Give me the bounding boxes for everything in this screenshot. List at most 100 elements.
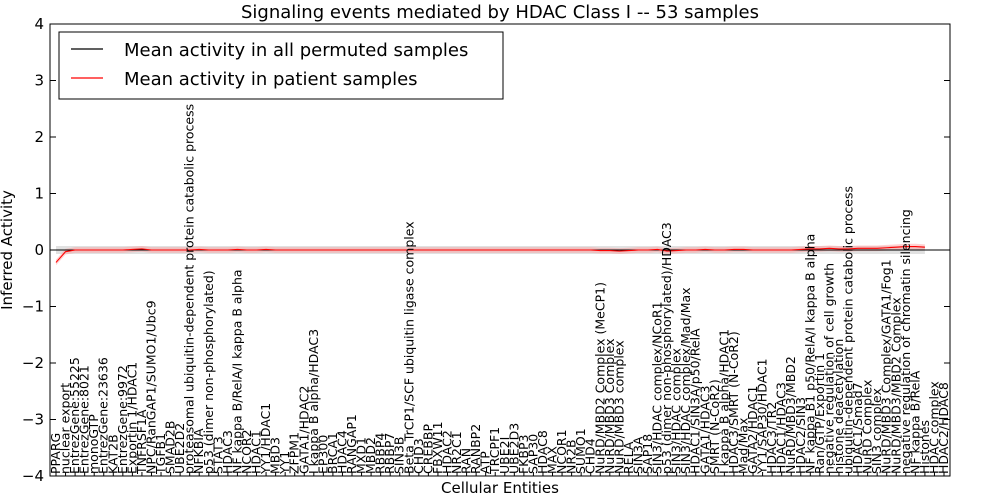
x-tick-label: KAT2B [105, 434, 120, 474]
y-tick-label: −1 [22, 298, 44, 316]
x-tick-label: SIN3/HDAC complex [669, 348, 684, 474]
y-tick-label: 1 [34, 185, 44, 203]
x-tick-label: NCOR1 [554, 429, 569, 474]
x-tick-label: p53 (dimer non-phosphorylated) [201, 270, 216, 474]
x-tick-label: Ran/GTP/Exportin 1 [812, 353, 827, 474]
plot-frame [49, 23, 951, 477]
x-tick-label: NF kappa B/RelA/I kappa B alpha [229, 269, 244, 474]
x-tick-label: EP300 [315, 435, 330, 474]
x-tick-label: HDAC3/TR2 [764, 402, 779, 474]
x-tick-label: HDAC3 [220, 430, 235, 474]
x-tick-label: NuRD/MBD2 Complex (MeCP1) [592, 282, 607, 474]
y-tick-label: −3 [22, 411, 44, 429]
x-tick-label: BRCA1 [325, 432, 340, 474]
legend-box [58, 31, 504, 100]
x-tick-label: SIN3B [392, 437, 407, 475]
x-tick-label: GATA2/HDAC1 [745, 386, 760, 474]
x-tick-label: EntrezGene:8021 [77, 365, 92, 474]
x-tick-label: UBE2D3 [506, 423, 521, 474]
legend: Mean activity in all permuted samples Me… [58, 31, 504, 100]
x-tick-label: p53 (dimer non-phosphorylated)/HDAC3 [659, 222, 674, 474]
legend-label-permuted: Mean activity in all permuted samples [124, 40, 468, 61]
x-tick-label: YY1/SAP30/HDAC1 [755, 358, 770, 475]
x-tick-label: RELA [621, 441, 636, 474]
x-tick-label: PPARG [48, 433, 63, 474]
x-tick-label: HDAC3/SMRT (N-CoR2) [726, 331, 741, 474]
x-tick-label: proteasomal ubiquitin-dependent protein … [182, 104, 197, 474]
x-tick-label: YY1/HDAC1 [258, 403, 273, 475]
y-tick-label: 2 [34, 128, 44, 146]
x-tick-label: HDAC1 [249, 430, 264, 474]
x-tick-label: UBE2I [497, 437, 512, 474]
x-tick-label: RBBP7 [382, 433, 397, 474]
x-tick-label: negative regulation of chromatin silenci… [898, 209, 913, 474]
x-tick-label: TGFB1 [153, 433, 168, 475]
x-tick-label: YY1 [277, 451, 292, 475]
x-tick-label: NuRD/MBD3 Complex [602, 338, 617, 474]
y-tick-label: −2 [22, 354, 44, 372]
x-tick-label: HDAC4 [334, 430, 349, 474]
x-tick-label: NR2C1 [449, 431, 464, 474]
y-tick-label: 4 [34, 15, 44, 33]
x-tick-label: GATA1/HDAC3 [697, 386, 712, 474]
x-tick-label: monoGTP [86, 414, 101, 474]
x-tick-label: nuclear export [58, 383, 73, 474]
y-tick-label: 3 [34, 72, 44, 90]
x-tick-label: SAP18 [640, 434, 655, 474]
x-tick-label: STAT3 [210, 436, 225, 474]
x-tick-label: SIN3/HDAC complex/NCoR1 [650, 301, 665, 474]
x-tick-label: ZFPM1 [287, 432, 302, 474]
x-tick-label: SMRT (N-CoR2) [707, 379, 722, 474]
x-tick-label: SIN3A [630, 436, 645, 474]
x-tick-label: HDAC complex [926, 381, 941, 474]
x-tick-label: TNFRSF1A [134, 409, 149, 475]
x-tick-label: NF kappa B/RelA [907, 370, 922, 474]
x-tick-label: Mad/Max [735, 418, 750, 474]
x-tick-label: ubiquitin-dependent protein catabolic pr… [841, 186, 856, 474]
x-tick-label: TRCPF1 [487, 427, 502, 475]
x-tick-label: EntrezGene:55225 [67, 357, 82, 474]
x-tick-label: SIN3 complex [869, 388, 884, 474]
x-tick-label: NPC/RanGAP1/SUMO1/Ubc9 [143, 300, 158, 474]
x-tick-label: UBE2D2 [172, 423, 187, 474]
x-tick-label: Beta TrCP1/SCF ubiquitin ligase complex [401, 221, 416, 474]
x-tick-label: NFKBIA [191, 428, 206, 474]
x-tick-label: RANGAP1 [344, 414, 359, 474]
x-tick-label: SMAD2B [163, 421, 178, 474]
y-axis-label: Inferred Activity [0, 190, 16, 310]
x-tick-label: HDAC1/SIN3A/p50/RelA [688, 328, 703, 474]
x-tick-label: Exportin 1/HDAC1 [124, 362, 139, 474]
x-tick-label: negative regulation of cell growth [821, 263, 836, 474]
x-tick-label: MBD2 [363, 437, 378, 474]
x-tick-label: FKBP3 [516, 435, 531, 474]
x-tick-label: RBBP4 [373, 433, 388, 474]
chart-title: Signaling events mediated by HDAC Class … [241, 2, 759, 23]
x-tick-label: HDAC1/HDAC3 [774, 382, 789, 474]
x-tick-label: CREBBP [420, 424, 435, 474]
x-tick-label: EntrezGene:23636 [96, 357, 111, 474]
x-tick-label: SAP30 [525, 434, 540, 474]
x-tick-label: NuRD Complex [860, 380, 875, 474]
x-tick-label: MBD3 [268, 437, 283, 474]
x-tick-label: NuRD/MBD3 complex [611, 340, 626, 474]
x-tick-label: HDAC2 [439, 430, 454, 474]
x-tick-label: SUMO1 [573, 428, 588, 474]
x-tick-label: RANBP2 [468, 424, 483, 474]
x-tick-label: MAX [545, 446, 560, 474]
x-axis-label: Cellular Entities [441, 479, 559, 497]
x-tick-label: CHD4 [583, 438, 598, 474]
x-tick-label: histone deacetylation [831, 339, 846, 474]
x-tick-label: NF kappa B1 p50/RelA/I kappa B alpha [802, 234, 817, 474]
legend-label-patient: Mean activity in patient samples [124, 69, 418, 90]
x-tick-label: NuRD/MBD3/MBD2 Complex [888, 297, 903, 474]
x-tick-label: HDAC2/SIN3 [793, 397, 808, 474]
x-tick-label: Histones [917, 420, 932, 474]
x-tick-label: HDAC2/HDAC8 [936, 382, 951, 474]
x-tick-label: I kappa B alpha/HDAC1 [716, 329, 731, 474]
series-line-patient [55, 246, 925, 263]
x-tick-label: HDAC1/Smad7 [850, 382, 865, 474]
x-tick-label: FBXW11 [430, 421, 445, 474]
x-tick-label: EntrezGene:9972 [115, 365, 130, 474]
